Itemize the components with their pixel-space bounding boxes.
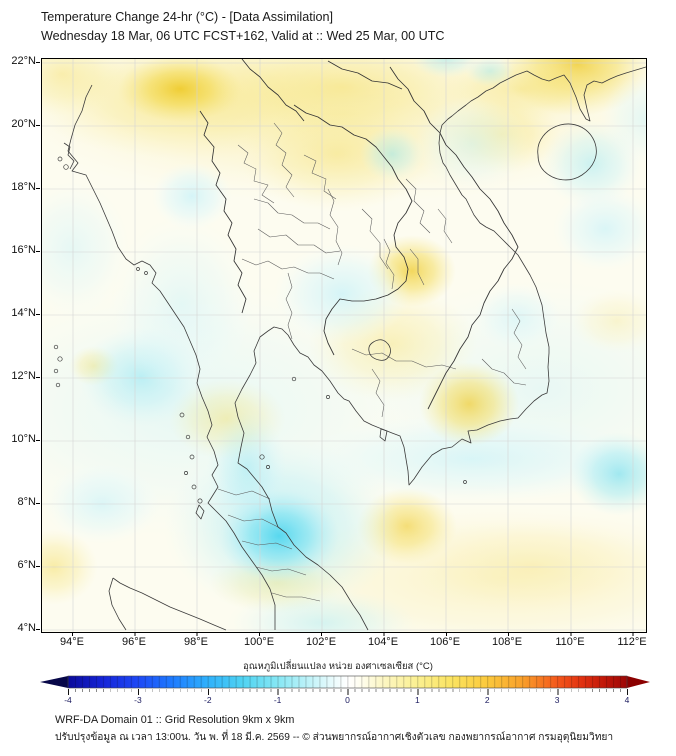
colorbar-tick-label: 3 (554, 695, 560, 705)
colorbar-tick-label: 1 (415, 695, 420, 705)
lat-tick-label: 14°N (11, 307, 36, 319)
colorbar-left-arrow (40, 676, 68, 688)
x-axis-ticks (71, 632, 634, 636)
colorbar-tick-label: 2 (484, 695, 490, 705)
colorbar-label: อุณหภูมิเปลี่ยนแปลง หน่วย องศาเซลเซียส (… (243, 661, 433, 672)
province-boundaries (217, 122, 527, 602)
colorbar-tick-label: 0 (345, 695, 350, 705)
lon-tick-label: 94°E (60, 636, 84, 648)
lon-tick-label: 108°E (491, 636, 523, 648)
colorbar-tick-label: 4 (624, 695, 630, 705)
temperature-anomaly-map (0, 12, 676, 657)
lon-tick-label: 96°E (122, 636, 146, 648)
chart-subtitle: Wednesday 18 Mar, 06 UTC FCST+162, Valid… (41, 28, 445, 43)
map-plot-area (0, 12, 676, 657)
lon-tick-label: 100°E (243, 636, 275, 648)
lon-tick-label: 110°E (555, 636, 585, 648)
colorbar-tick-label: -3 (134, 695, 142, 705)
chart-title: Temperature Change 24-hr (°C) - [Data As… (41, 10, 334, 24)
lat-tick-label: 22°N (11, 55, 36, 67)
y-axis-ticks (36, 61, 40, 630)
lat-tick-label: 18°N (11, 181, 36, 193)
colorbar-tick-label: -1 (273, 695, 282, 705)
colorbar-right-arrow (627, 676, 650, 688)
small-islands (53, 156, 467, 504)
country-borders (199, 58, 519, 410)
chart-header: Temperature Change 24-hr (°C) - [Data As… (41, 8, 445, 45)
footer-domain-info: WRF-DA Domain 01 :: Grid Resolution 9km … (55, 714, 295, 726)
lat-tick-label: 4°N (17, 622, 36, 634)
lon-tick-label: 102°E (305, 636, 337, 648)
anomaly-shading (0, 12, 676, 657)
lon-tick-label: 112°E (617, 636, 647, 648)
coastlines (63, 66, 647, 631)
lon-tick-label: 98°E (184, 636, 208, 648)
lat-tick-label: 12°N (11, 370, 36, 382)
lat-tick-label: 6°N (17, 559, 36, 571)
lat-tick-label: 16°N (11, 244, 36, 256)
lat-tick-label: 10°N (11, 433, 36, 445)
lon-tick-label: 106°E (429, 636, 461, 648)
colorbar-tick-label: -4 (64, 695, 72, 705)
footer-agency-info: ปรับปรุงข้อมูล ณ เวลา 13:00น. วัน พ. ที่… (55, 732, 614, 743)
colorbar-major-ticks (67, 689, 629, 695)
colorbar-gradient (40, 675, 650, 689)
colorbar: -4 -3 -2 -1 0 1 2 3 4 (40, 675, 650, 705)
lat-tick-label: 20°N (11, 118, 36, 130)
colorbar-tick-label: -2 (204, 695, 212, 705)
lon-tick-label: 104°E (367, 636, 399, 648)
lat-tick-label: 8°N (17, 496, 36, 508)
graticule-gridlines (42, 59, 646, 632)
